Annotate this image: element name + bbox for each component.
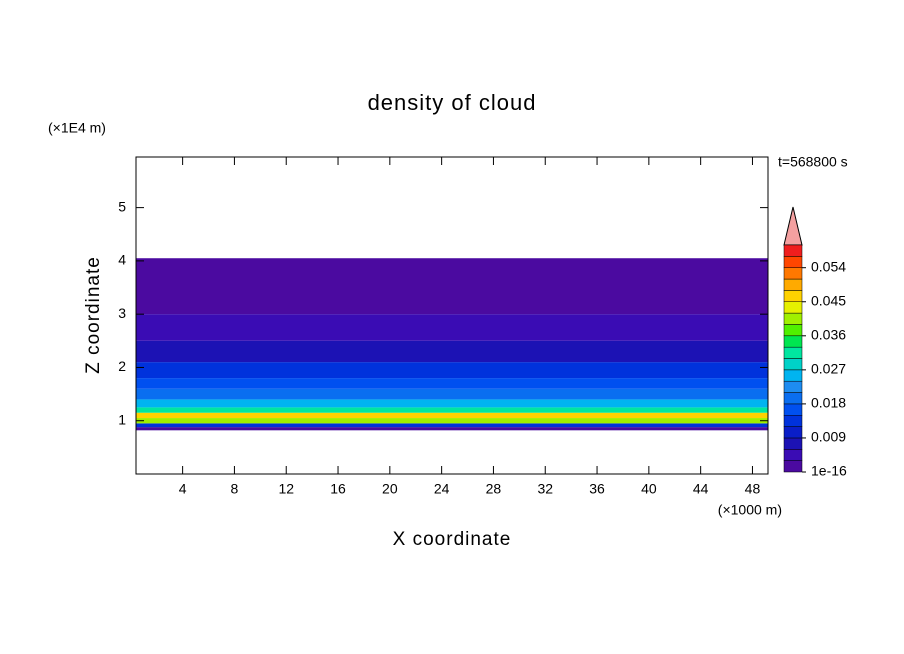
colorbar-label: 1e-16 bbox=[811, 463, 847, 479]
colorbar-box bbox=[783, 369, 803, 382]
x-tick-label: 40 bbox=[641, 481, 657, 497]
contour-layer bbox=[136, 362, 768, 379]
colorbar-box bbox=[783, 437, 803, 450]
colorbar-box bbox=[783, 312, 803, 325]
colorbar-box bbox=[783, 346, 803, 359]
contour-layer bbox=[136, 258, 768, 315]
x-tick-label: 28 bbox=[486, 481, 502, 497]
colorbar-box bbox=[783, 256, 803, 268]
x-axis-label: X coordinate bbox=[393, 529, 512, 550]
y-unit: (×1E4 m) bbox=[48, 120, 106, 136]
y-tick-label: 5 bbox=[118, 198, 126, 214]
contour-layer bbox=[136, 399, 768, 408]
colorbar-label: 0.036 bbox=[811, 327, 846, 343]
colorbar-box bbox=[783, 449, 803, 461]
contour-layer bbox=[136, 427, 768, 431]
colorbar-label: 0.009 bbox=[811, 429, 846, 445]
colorbar-box bbox=[783, 426, 803, 439]
colorbar-box bbox=[783, 460, 803, 473]
x-tick-label: 16 bbox=[330, 481, 346, 497]
y-tick-label: 4 bbox=[118, 252, 126, 268]
colorbar-label: 0.018 bbox=[811, 395, 846, 411]
x-tick-label: 20 bbox=[382, 481, 398, 497]
contour-layer bbox=[136, 314, 768, 341]
x-tick-label: 36 bbox=[589, 481, 605, 497]
x-tick-label: 24 bbox=[434, 481, 450, 497]
time-label: t=568800 s bbox=[778, 154, 848, 170]
contour-layer bbox=[136, 388, 768, 400]
x-tick-label: 8 bbox=[231, 481, 239, 497]
chart-title: density of cloud bbox=[368, 90, 537, 115]
x-tick-label: 32 bbox=[537, 481, 553, 497]
colorbar-extend bbox=[783, 206, 803, 246]
contour-layer bbox=[136, 412, 768, 419]
x-tick-label: 12 bbox=[278, 481, 294, 497]
contour-layer bbox=[136, 418, 768, 424]
colorbar-label: 0.045 bbox=[811, 292, 846, 308]
colorbar-box bbox=[783, 415, 803, 427]
colorbar-box bbox=[783, 403, 803, 416]
colorbar-box bbox=[783, 324, 803, 337]
colorbar-box bbox=[783, 335, 803, 348]
colorbar-box bbox=[783, 392, 803, 405]
x-tick-label: 4 bbox=[179, 481, 187, 497]
colorbar-box bbox=[783, 267, 803, 280]
colorbar-box bbox=[783, 301, 803, 314]
x-tick-label: 44 bbox=[693, 481, 709, 497]
colorbar-box bbox=[783, 290, 803, 302]
colorbar-label: 0.027 bbox=[811, 361, 846, 377]
colorbar-label: 0.054 bbox=[811, 258, 846, 274]
contour-layer bbox=[136, 407, 768, 413]
colorbar-box bbox=[783, 358, 803, 371]
y-tick-label: 1 bbox=[118, 411, 126, 427]
y-tick-label: 3 bbox=[118, 305, 126, 321]
y-axis-label: Z coordinate bbox=[83, 256, 104, 374]
contour-layer bbox=[136, 378, 768, 389]
x-tick-label: 48 bbox=[745, 481, 761, 497]
colorbar-box bbox=[783, 380, 803, 393]
plot-frame bbox=[135, 156, 769, 475]
colorbar-box bbox=[783, 278, 803, 291]
x-unit: (×1000 m) bbox=[718, 502, 782, 518]
y-tick-label: 2 bbox=[118, 358, 126, 374]
contour-layer bbox=[136, 340, 768, 363]
colorbar-box bbox=[783, 244, 803, 257]
contour-layer bbox=[136, 423, 768, 428]
